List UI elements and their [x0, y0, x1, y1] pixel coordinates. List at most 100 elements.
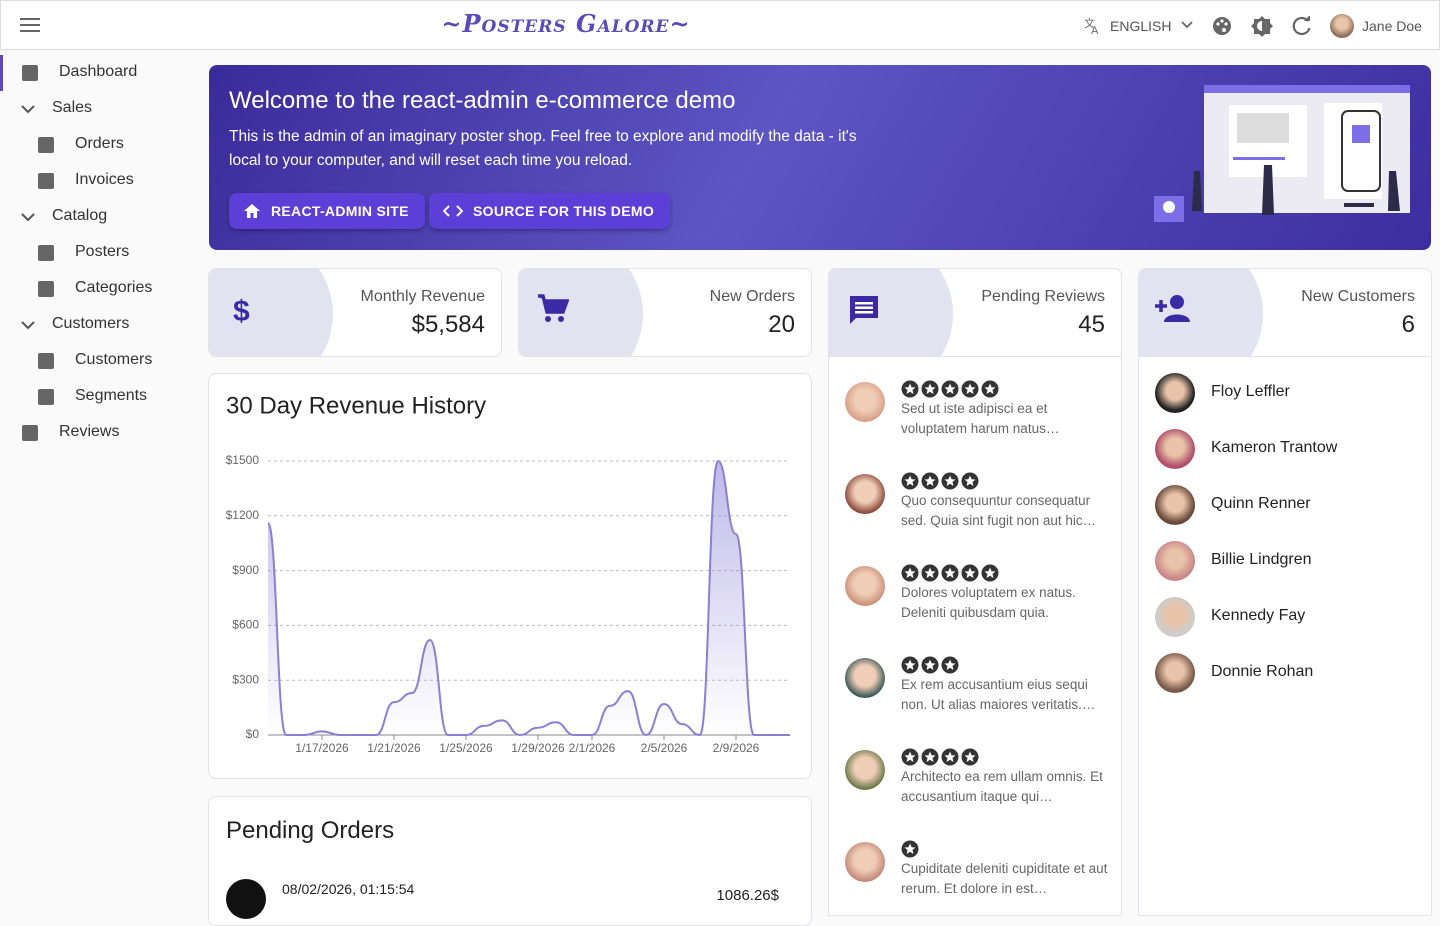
stat-value: 45 — [1078, 311, 1105, 338]
order-date[interactable]: 08/02/2026, 01:15:54 — [282, 881, 415, 897]
stat-card[interactable]: New Customers 6 — [1138, 268, 1432, 357]
menu-item[interactable]: Invoices — [75, 171, 134, 188]
rating-stars — [901, 656, 959, 674]
x-tick-label: 2/5/2026 — [641, 741, 688, 755]
menu-item[interactable]: Orders — [75, 135, 124, 152]
menu-icon — [38, 173, 54, 189]
menu-item[interactable]: Dashboard — [59, 63, 138, 80]
stat-decoration — [1139, 269, 1263, 356]
line — [267, 459, 790, 737]
contrast-button[interactable] — [1251, 15, 1273, 37]
rating-stars — [901, 380, 999, 398]
stat-card[interactable]: New Orders 20 — [518, 268, 812, 357]
menu-item[interactable]: Categories — [75, 279, 153, 296]
svg-text:A: A — [1091, 25, 1099, 36]
refresh-button[interactable] — [1292, 16, 1312, 36]
review-item[interactable]: Sed ut iste adipisci ea et voluptatem ha… — [829, 369, 1121, 461]
user-name[interactable]: Jane Doe — [1362, 18, 1422, 34]
order-avatar — [226, 879, 266, 919]
stat-value: 20 — [768, 311, 795, 338]
language-select[interactable]: ENGLISH — [1110, 18, 1172, 34]
stat-card[interactable]: Pending Reviews 45 — [828, 268, 1122, 357]
y-tick-label: $900 — [232, 563, 259, 577]
stat-icon: $ — [233, 295, 250, 327]
menu-item[interactable]: Posters — [75, 243, 130, 260]
x-tick-label: 2/9/2026 — [713, 741, 760, 755]
pending-orders-card: Pending Orders 08/02/2026, 01:15:54 1086.… — [208, 796, 812, 926]
customer-avatar — [1155, 485, 1195, 525]
review-item[interactable]: Dolores voluptatem ex natus. Deleniti qu… — [829, 553, 1121, 645]
stat-card[interactable]: $ Monthly Revenue $5,584 — [208, 268, 502, 357]
reviews-list: Sed ut iste adipisci ea et voluptatem ha… — [828, 356, 1122, 916]
banner-text: This is the admin of an imaginary poster… — [229, 128, 857, 169]
customer-item[interactable]: Donnie Rohan — [1139, 645, 1431, 701]
customer-item[interactable]: Quinn Renner — [1139, 477, 1431, 533]
customer-avatar — [1155, 653, 1195, 693]
area — [268, 461, 790, 735]
menu-icon — [21, 213, 35, 222]
active-indicator — [0, 55, 3, 91]
chart: 30 Day Revenue History $0 $300 $600 $900 $12… — [226, 392, 790, 755]
customer-name: Floy Leffler — [1211, 383, 1290, 400]
customer-item[interactable]: Kennedy Fay — [1139, 589, 1431, 645]
y-tick-label: $300 — [232, 672, 259, 686]
theme-button[interactable] — [1212, 16, 1232, 36]
x-tick-label: 2/1/2026 — [569, 741, 616, 755]
review-avatar — [845, 566, 885, 606]
review-text: Architecto ea rem ullam omnis. Et accusa… — [901, 769, 1103, 804]
rating-stars — [901, 748, 979, 766]
review-item[interactable]: Quo consequuntur consequatur sed. Quia s… — [829, 461, 1121, 553]
sidebar: Dashboard Sales Orders Invoices Catalog Poste… — [0, 50, 200, 900]
menu-item[interactable]: Reviews — [59, 423, 120, 440]
order-total: 1086.26$ — [716, 887, 779, 904]
customer-name: Billie Lindgren — [1211, 551, 1312, 568]
svg-text:$: $ — [233, 295, 250, 327]
menu-group[interactable]: Catalog — [52, 207, 108, 224]
review-avatar — [845, 842, 885, 882]
welcome-banner: Welcome to the react-admin e-commerce de… — [209, 65, 1431, 250]
button-label: REACT-ADMIN SITE — [271, 203, 409, 219]
banner-illustration — [1154, 85, 1410, 222]
stat-label: Pending Reviews — [981, 288, 1105, 305]
customer-item[interactable]: Billie Lindgren — [1139, 533, 1431, 589]
review-text: Cupiditate deleniti cupiditate et aut re… — [901, 861, 1108, 896]
menu-group[interactable]: Sales — [52, 99, 93, 116]
menu-button[interactable] — [20, 16, 40, 34]
stat-icon — [850, 296, 878, 324]
menu-item[interactable]: Segments — [75, 387, 148, 404]
customer-avatar — [1155, 541, 1195, 581]
x-tick-label: 1/21/2026 — [367, 741, 421, 755]
review-item[interactable]: Ex rem accusantium eius sequi non. Ut al… — [829, 645, 1121, 737]
menu-icon — [22, 425, 38, 441]
menu-item[interactable]: Customers — [75, 351, 153, 368]
customer-item[interactable]: Floy Leffler — [1139, 365, 1431, 421]
rating-stars — [901, 564, 999, 582]
svg-text:文: 文 — [1084, 16, 1095, 30]
y-tick-label: $1500 — [226, 453, 260, 467]
react-admin-site-button[interactable]: REACT-ADMIN SITE — [229, 193, 425, 229]
customer-item[interactable]: Kameron Trantow — [1139, 421, 1431, 477]
stat-label: New Orders — [709, 288, 795, 305]
review-text: Quo consequuntur consequatur sed. Quia s… — [901, 493, 1097, 528]
stat-decoration — [209, 269, 333, 356]
stat-value: 6 — [1401, 311, 1415, 338]
customer-name: Quinn Renner — [1211, 495, 1311, 512]
review-text: Sed ut iste adipisci ea et voluptatem ha… — [901, 401, 1060, 436]
button-label: SOURCE FOR THIS DEMO — [473, 203, 655, 219]
source-button[interactable]: SOURCE FOR THIS DEMO — [429, 193, 671, 229]
stat-icon — [538, 294, 569, 322]
menu-icon — [38, 389, 54, 405]
review-avatar — [845, 658, 885, 698]
x-tick-label: 1/29/2026 — [511, 741, 565, 755]
review-item[interactable]: Cupiditate deleniti cupiditate et aut re… — [829, 829, 1121, 915]
review-item[interactable]: Architecto ea rem ullam omnis. Et accusa… — [829, 737, 1121, 829]
menu-icon — [38, 281, 54, 297]
chart-title: 30 Day Revenue History — [226, 392, 486, 419]
stat-label: Monthly Revenue — [360, 288, 485, 305]
menu-group[interactable]: Customers — [52, 315, 130, 332]
menu-icon — [38, 137, 54, 153]
menu-icon — [22, 65, 38, 81]
review-avatar — [845, 382, 885, 422]
x-tick-label: 1/25/2026 — [439, 741, 493, 755]
